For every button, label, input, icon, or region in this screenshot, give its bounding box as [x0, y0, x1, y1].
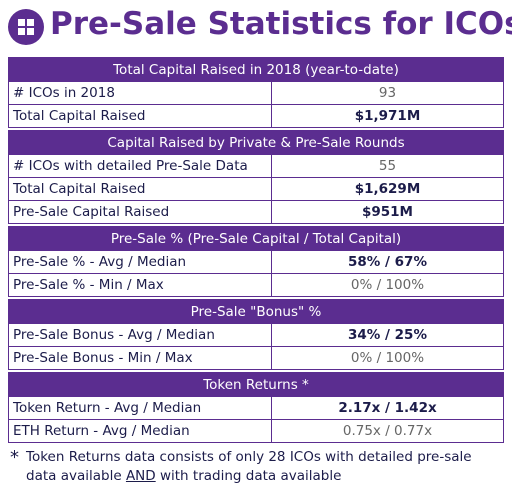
row-label: Pre-Sale % - Min / Max [9, 274, 272, 296]
section-header: Capital Raised by Private & Pre-Sale Rou… [8, 130, 504, 155]
row-value: $951M [361, 204, 413, 220]
table-row: Pre-Sale Capital Raised $951M [8, 201, 504, 224]
section-header: Total Capital Raised in 2018 (year-to-da… [8, 57, 504, 82]
table-row: Pre-Sale % - Avg / Median 58% / 67% [8, 251, 504, 274]
section-header: Token Returns * [8, 372, 504, 397]
section-header: Pre-Sale "Bonus" % [8, 299, 504, 324]
logo-icon [8, 9, 44, 45]
table-row: Pre-Sale Bonus - Min / Max 0% / 100% [8, 347, 504, 370]
row-label: Token Return - Avg / Median [9, 397, 272, 419]
row-label: Total Capital Raised [9, 105, 272, 127]
table-row: # ICOs with detailed Pre-Sale Data 55 [8, 155, 504, 178]
footnote-marker: * [10, 447, 19, 468]
row-label: ETH Return - Avg / Median [9, 420, 272, 442]
row-label: # ICOs in 2018 [9, 82, 272, 104]
row-value: 0.75x / 0.77x [342, 423, 433, 439]
row-value: $1,971M [354, 108, 421, 124]
table-row: Pre-Sale % - Min / Max 0% / 100% [8, 274, 504, 297]
footnote-after: with trading data available [155, 468, 342, 484]
table-row: Token Return - Avg / Median 2.17x / 1.42x [8, 397, 504, 420]
row-label: Pre-Sale Bonus - Min / Max [9, 347, 272, 369]
footnote: * Token Returns data consists of only 28… [10, 448, 500, 486]
table-row: Pre-Sale Bonus - Avg / Median 34% / 25% [8, 324, 504, 347]
row-label: Total Capital Raised [9, 178, 272, 200]
title: Pre-Sale Statistics for ICOs [50, 6, 512, 42]
footnote-before: Token Returns data consists of only 28 I… [26, 449, 472, 484]
row-value: 58% / 67% [348, 254, 427, 270]
row-value: 55 [378, 158, 397, 174]
row-label: Pre-Sale Capital Raised [9, 201, 272, 223]
row-value: 0% / 100% [350, 277, 425, 293]
footnote-emphasis: AND [125, 468, 156, 484]
row-value: 2.17x / 1.42x [338, 400, 437, 416]
table-row: Total Capital Raised $1,971M [8, 105, 504, 128]
row-label: Pre-Sale % - Avg / Median [9, 251, 272, 273]
table-row: Total Capital Raised $1,629M [8, 178, 504, 201]
row-value: 93 [378, 85, 397, 101]
table-row: # ICOs in 2018 93 [8, 82, 504, 105]
row-value: $1,629M [354, 181, 421, 197]
footnote-text: Token Returns data consists of only 28 I… [26, 448, 500, 486]
table-row: ETH Return - Avg / Median 0.75x / 0.77x [8, 420, 504, 443]
row-label: Pre-Sale Bonus - Avg / Median [9, 324, 272, 346]
stats-table: Total Capital Raised in 2018 (year-to-da… [8, 57, 504, 443]
section-header: Pre-Sale % (Pre-Sale Capital / Total Cap… [8, 226, 504, 251]
row-value: 34% / 25% [348, 327, 427, 343]
row-value: 0% / 100% [350, 350, 425, 366]
row-label: # ICOs with detailed Pre-Sale Data [9, 155, 272, 177]
